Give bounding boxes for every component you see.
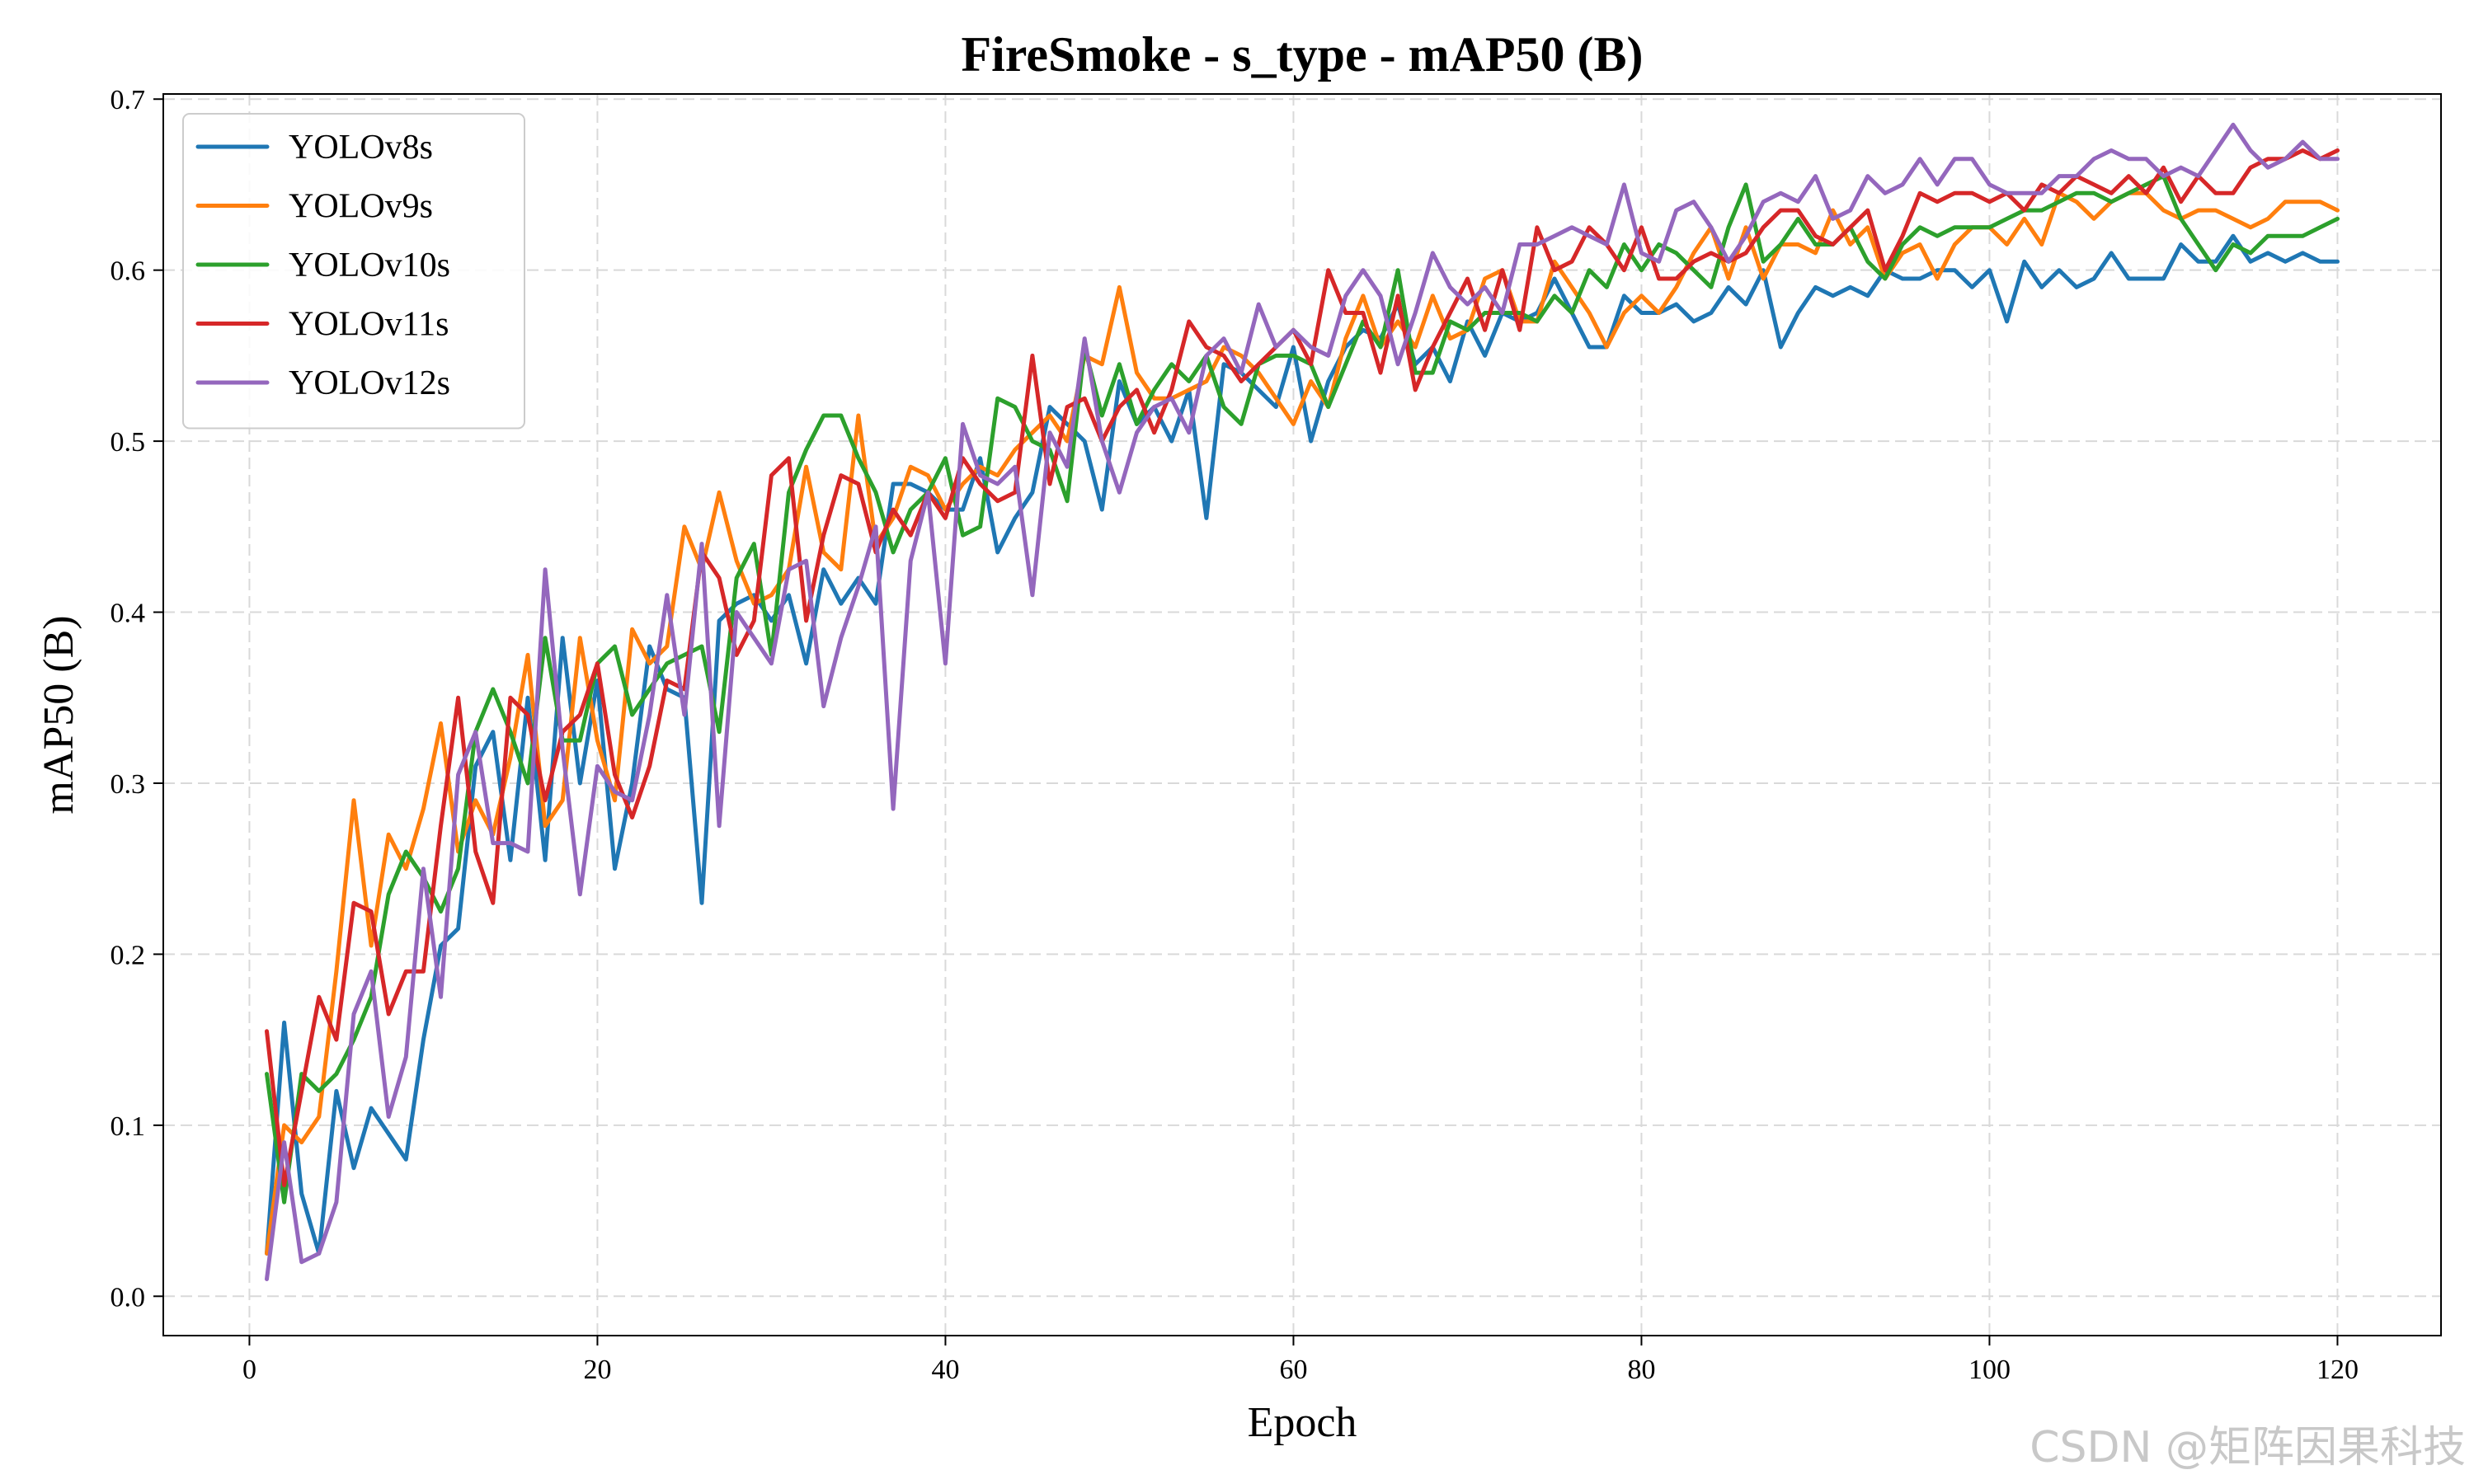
y-tick-label: 0.6 — [111, 256, 146, 287]
plot-frame — [162, 93, 2442, 1336]
legend-label-yolov10s: YOLOv10s — [289, 247, 450, 284]
x-tick-label: 60 — [1279, 1355, 1307, 1385]
y-axis-label: mAP50 (B) — [35, 615, 82, 814]
series-line-yolov11s — [265, 148, 2340, 1187]
x-tick-label: 40 — [931, 1355, 959, 1385]
axis-ticks: 0 20 40 60 80 100 120 0.0 0.1 0.2 0.3 0.4 0.5 0.6 0.7 — [111, 85, 2359, 1385]
x-tick-label: 20 — [583, 1355, 611, 1385]
legend-label-yolov12s: YOLOv12s — [289, 364, 450, 402]
x-tick-label: 100 — [1968, 1355, 2011, 1385]
series-line-yolov12s — [265, 122, 2340, 1281]
chart-title: FireSmoke - s_type - mAP50 (B) — [961, 27, 1643, 82]
y-tick-label: 0.0 — [111, 1282, 146, 1313]
legend-label-yolov9s: YOLOv9s — [289, 188, 433, 226]
series-line-yolov10s — [265, 174, 2340, 1205]
legend: YOLOv8s YOLOv9s YOLOv10s YOLOv11s YOLOv12s — [182, 113, 525, 430]
x-axis-label: Epoch — [1248, 1399, 1357, 1446]
x-tick-label: 80 — [1627, 1355, 1655, 1385]
y-tick-label: 0.7 — [111, 85, 146, 115]
y-tick-label: 0.2 — [111, 940, 146, 970]
legend-label-yolov8s: YOLOv8s — [289, 129, 433, 167]
y-tick-label: 0.4 — [111, 599, 146, 629]
x-tick-label: 120 — [2316, 1355, 2359, 1385]
y-tick-label: 0.5 — [111, 427, 146, 458]
series-line-yolov8s — [265, 233, 2340, 1256]
legend-box — [182, 113, 525, 430]
x-tick-label: 0 — [242, 1355, 256, 1385]
legend-label-yolov11s: YOLOv11s — [289, 306, 449, 344]
y-tick-label: 0.1 — [111, 1111, 146, 1142]
watermark: CSDN @矩阵因果科技 — [2030, 1423, 2466, 1472]
series-lines — [265, 122, 2340, 1281]
y-tick-label: 0.3 — [111, 769, 146, 800]
